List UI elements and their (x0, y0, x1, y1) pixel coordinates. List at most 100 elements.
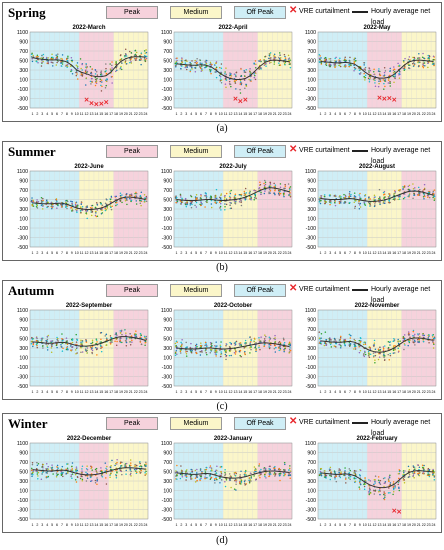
data-point (414, 333, 416, 336)
data-point (329, 343, 332, 346)
data-point (243, 71, 246, 73)
data-point (229, 201, 231, 204)
data-point (200, 345, 203, 347)
data-point (265, 471, 267, 474)
data-point (378, 481, 381, 483)
data-point (368, 489, 371, 491)
x-tick-label: 8 (66, 523, 68, 527)
y-tick-label: 300 (19, 68, 28, 74)
x-tick-label: 11 (368, 251, 372, 255)
x-tick-label: 22 (422, 523, 426, 527)
y-tick-label: 900 (307, 178, 316, 184)
x-tick-label: 1 (175, 112, 177, 116)
data-point (175, 349, 178, 352)
data-point (388, 359, 391, 361)
data-point (60, 343, 62, 346)
x-tick-label: 5 (195, 523, 197, 527)
y-tick-label: -500 (306, 384, 316, 390)
data-point (121, 333, 123, 336)
data-point (144, 197, 146, 199)
data-point (40, 57, 42, 59)
x-tick-label: 1 (175, 251, 177, 255)
y-tick-label: 1100 (17, 308, 28, 314)
data-point (31, 197, 33, 199)
x-tick-label: 4 (46, 251, 48, 255)
data-point (373, 483, 375, 486)
data-point (279, 190, 281, 193)
data-point (403, 61, 405, 63)
data-point (239, 344, 241, 346)
data-point (71, 208, 74, 210)
data-point (41, 345, 44, 347)
data-point (204, 341, 207, 344)
data-point (195, 206, 198, 208)
data-point (199, 469, 202, 472)
data-point (104, 71, 106, 73)
data-point (145, 463, 147, 465)
data-point (90, 214, 93, 217)
legend-medium: Medium (170, 284, 222, 297)
data-point (394, 486, 396, 489)
data-point (225, 79, 228, 81)
y-tick-label: 300 (19, 207, 28, 213)
x-tick-label: 4 (46, 523, 48, 527)
data-point (42, 197, 44, 200)
data-point (403, 193, 406, 195)
data-point (219, 481, 221, 484)
data-point (349, 337, 352, 339)
data-point (264, 473, 266, 476)
data-point (50, 58, 53, 60)
data-point (47, 62, 49, 65)
data-point (186, 346, 188, 348)
data-point (388, 487, 390, 489)
data-point (32, 345, 34, 348)
data-point (56, 57, 58, 59)
x-tick-label: 12 (373, 251, 377, 255)
data-point (318, 474, 321, 477)
data-point (354, 480, 357, 483)
data-point (210, 470, 212, 472)
data-point (75, 353, 77, 355)
data-point (392, 346, 395, 348)
data-point (318, 57, 321, 60)
x-tick-label: 7 (205, 112, 207, 116)
data-point (140, 199, 142, 202)
data-point (219, 76, 222, 78)
data-point (189, 70, 191, 73)
data-point (81, 63, 83, 66)
legend-off-peak: Off Peak (234, 6, 286, 19)
chart-title: 2022-January (214, 436, 253, 442)
data-point (94, 482, 97, 484)
data-point (255, 348, 257, 350)
x-tick-label: 17 (109, 112, 113, 116)
data-point (377, 85, 380, 88)
data-point (140, 63, 142, 66)
data-point (423, 198, 425, 200)
data-point (74, 349, 77, 351)
data-point (334, 478, 336, 480)
data-point (125, 473, 127, 475)
data-point (244, 353, 246, 356)
data-point (210, 469, 213, 471)
data-point (324, 470, 326, 472)
data-point (200, 70, 203, 72)
x-tick-label: 18 (114, 390, 118, 394)
data-point (189, 194, 192, 197)
x-tick-label: 3 (329, 251, 331, 255)
data-point (277, 468, 280, 471)
x-tick-label: 2 (36, 251, 38, 255)
data-point (110, 336, 113, 339)
data-point (418, 338, 421, 341)
data-point (125, 197, 128, 200)
data-point (383, 88, 385, 90)
data-point (196, 472, 198, 474)
x-tick-label: 3 (329, 390, 331, 394)
data-point (240, 204, 243, 207)
data-point (100, 467, 102, 469)
data-point (205, 194, 207, 197)
data-point (377, 348, 380, 351)
data-point (201, 65, 203, 67)
x-tick-label: 22 (278, 251, 282, 255)
data-point (105, 467, 107, 470)
data-point (175, 60, 178, 63)
